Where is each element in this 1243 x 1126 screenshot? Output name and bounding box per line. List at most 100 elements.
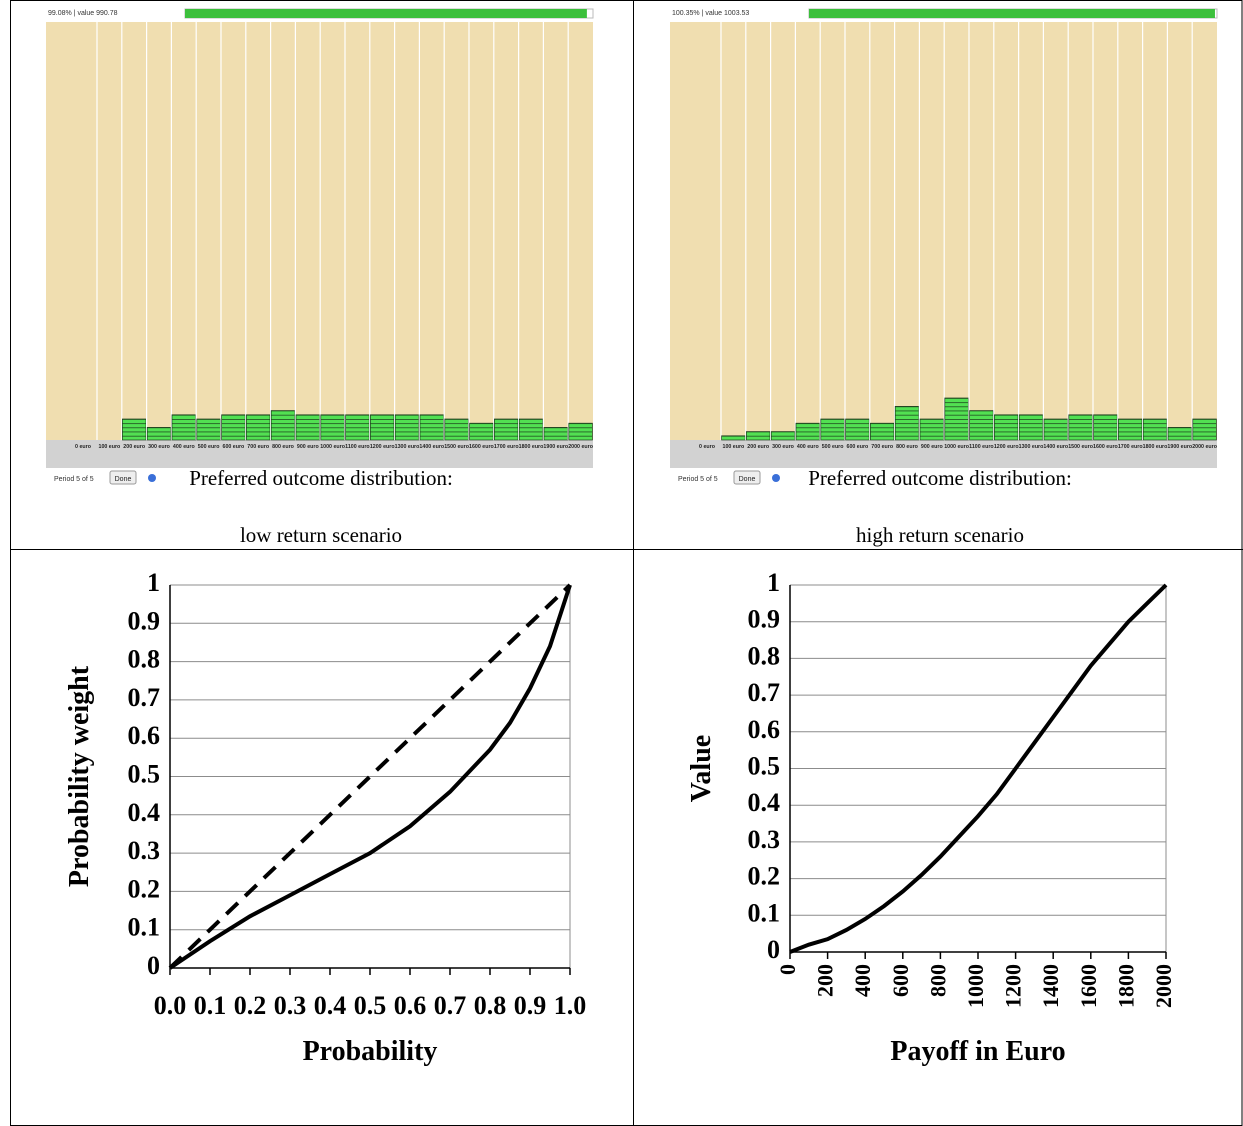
x-tick-label: 1200 euro xyxy=(994,444,1019,450)
bar xyxy=(444,418,469,441)
x-tick-label: 2000 xyxy=(1151,964,1176,1008)
x-tick-label: 0.1 xyxy=(194,991,227,1020)
x-tick-label: 0.9 xyxy=(514,991,547,1020)
y-tick-label: 0.5 xyxy=(128,759,161,788)
bar xyxy=(795,422,820,441)
x-tick-label: 100 euro xyxy=(723,444,746,450)
bar xyxy=(221,414,246,441)
x-tick-label: 0.0 xyxy=(154,991,187,1020)
x-tick-label: 500 euro xyxy=(822,444,845,450)
x-tick-label: 0 euro xyxy=(699,444,716,450)
x-tick-label: 900 euro xyxy=(921,444,944,450)
bar xyxy=(944,397,969,441)
y-tick-label: 0 xyxy=(767,935,780,964)
x-tick-label: 800 xyxy=(925,964,950,997)
bar xyxy=(246,414,271,441)
x-tick-label: 0.7 xyxy=(434,991,467,1020)
bar xyxy=(1093,414,1118,441)
x-tick-label: 900 euro xyxy=(297,444,320,450)
y-tick-label: 0.4 xyxy=(128,798,161,827)
x-tick-label: 0.2 xyxy=(234,991,267,1020)
help-icon[interactable] xyxy=(772,474,780,482)
y-axis-title: Probability weight xyxy=(64,665,95,887)
help-icon[interactable] xyxy=(148,474,156,482)
x-tick-label: 600 xyxy=(888,964,913,997)
y-tick-label: 0.1 xyxy=(128,913,161,942)
x-tick-label: 0.4 xyxy=(314,991,347,1020)
x-axis-title: Probability xyxy=(303,1036,438,1067)
period-text: Period 5 of 5 xyxy=(54,476,94,483)
y-tick-label: 1 xyxy=(147,568,160,597)
bar xyxy=(568,422,593,441)
y-tick-label: 0.7 xyxy=(128,683,161,712)
status-text: 100.35% | value 1003.53 xyxy=(672,10,749,17)
line-series xyxy=(168,583,572,970)
done-button[interactable] xyxy=(109,470,137,485)
x-tick-label: 600 euro xyxy=(847,444,870,450)
x-tick-label: 1600 euro xyxy=(1093,444,1118,450)
x-tick-label: 1000 euro xyxy=(320,444,345,450)
y-tick-label: 0.9 xyxy=(128,606,161,635)
bar xyxy=(146,427,172,441)
y-tick-label: 0.8 xyxy=(128,645,161,674)
x-tick-label: 1500 euro xyxy=(1068,444,1093,450)
x-tick-label: 300 euro xyxy=(772,444,795,450)
x-tick-label: 800 euro xyxy=(896,444,919,450)
bar xyxy=(746,431,771,441)
x-tick-label: 1300 euro xyxy=(395,444,420,450)
x-tick-label: 0.6 xyxy=(394,991,427,1020)
x-tick-label: 1800 euro xyxy=(519,444,544,450)
bar xyxy=(1142,418,1168,441)
done-button-label[interactable]: Done xyxy=(115,476,132,483)
done-button[interactable] xyxy=(733,470,761,485)
plot-background xyxy=(46,22,593,440)
y-tick-label: 0.3 xyxy=(128,836,161,865)
done-button-label[interactable]: Done xyxy=(739,476,756,483)
x-tick-label: 0.5 xyxy=(354,991,387,1020)
y-tick-label: 0.2 xyxy=(128,874,161,903)
y-axis-title: Value xyxy=(686,735,717,802)
x-tick-label: 1000 euro xyxy=(944,444,969,450)
bar xyxy=(320,414,345,441)
x-tick-label: 1600 xyxy=(1076,964,1101,1008)
bar xyxy=(994,414,1019,441)
x-tick-label: 1400 xyxy=(1038,964,1063,1008)
x-tick-label: 200 euro xyxy=(747,444,770,450)
x-tick-label: 800 euro xyxy=(272,444,295,450)
bar xyxy=(270,410,296,441)
bar xyxy=(1043,418,1068,441)
bar xyxy=(469,422,494,441)
bar xyxy=(820,418,845,441)
x-tick-label: 1800 xyxy=(1113,964,1138,1008)
bar xyxy=(543,427,568,441)
x-tick-label: 1100 euro xyxy=(345,444,370,450)
label-band xyxy=(670,440,1217,468)
x-tick-label: 100 euro xyxy=(99,444,122,450)
x-tick-label: 2000 euro xyxy=(568,444,593,450)
bar xyxy=(894,406,920,441)
x-tick-label: 1200 xyxy=(1001,964,1026,1008)
x-tick-label: 200 euro xyxy=(123,444,146,450)
bar xyxy=(770,431,796,441)
bar xyxy=(394,414,420,441)
x-tick-label: 1100 euro xyxy=(969,444,994,450)
bar xyxy=(345,414,370,441)
x-tick-label: 600 euro xyxy=(223,444,246,450)
x-tick-label: 400 xyxy=(850,964,875,997)
x-tick-label: 500 euro xyxy=(198,444,221,450)
x-tick-label: 1700 euro xyxy=(494,444,519,450)
caption-line: low return scenario xyxy=(240,523,402,547)
x-tick-label: 1900 euro xyxy=(1167,444,1192,450)
caption-line: Preferred outcome distribution: xyxy=(189,466,453,490)
bar xyxy=(518,418,544,441)
status-text: 99.08% | value 990.78 xyxy=(48,10,118,17)
bar xyxy=(1192,418,1217,441)
x-tick-label: 1600 euro xyxy=(469,444,494,450)
caption-line: Preferred outcome distribution: xyxy=(808,466,1072,490)
line-series xyxy=(168,584,572,970)
x-tick-label: 300 euro xyxy=(148,444,171,450)
caption-line: high return scenario xyxy=(856,523,1024,547)
y-tick-label: 0.1 xyxy=(748,898,781,927)
y-tick-label: 0.2 xyxy=(748,862,781,891)
